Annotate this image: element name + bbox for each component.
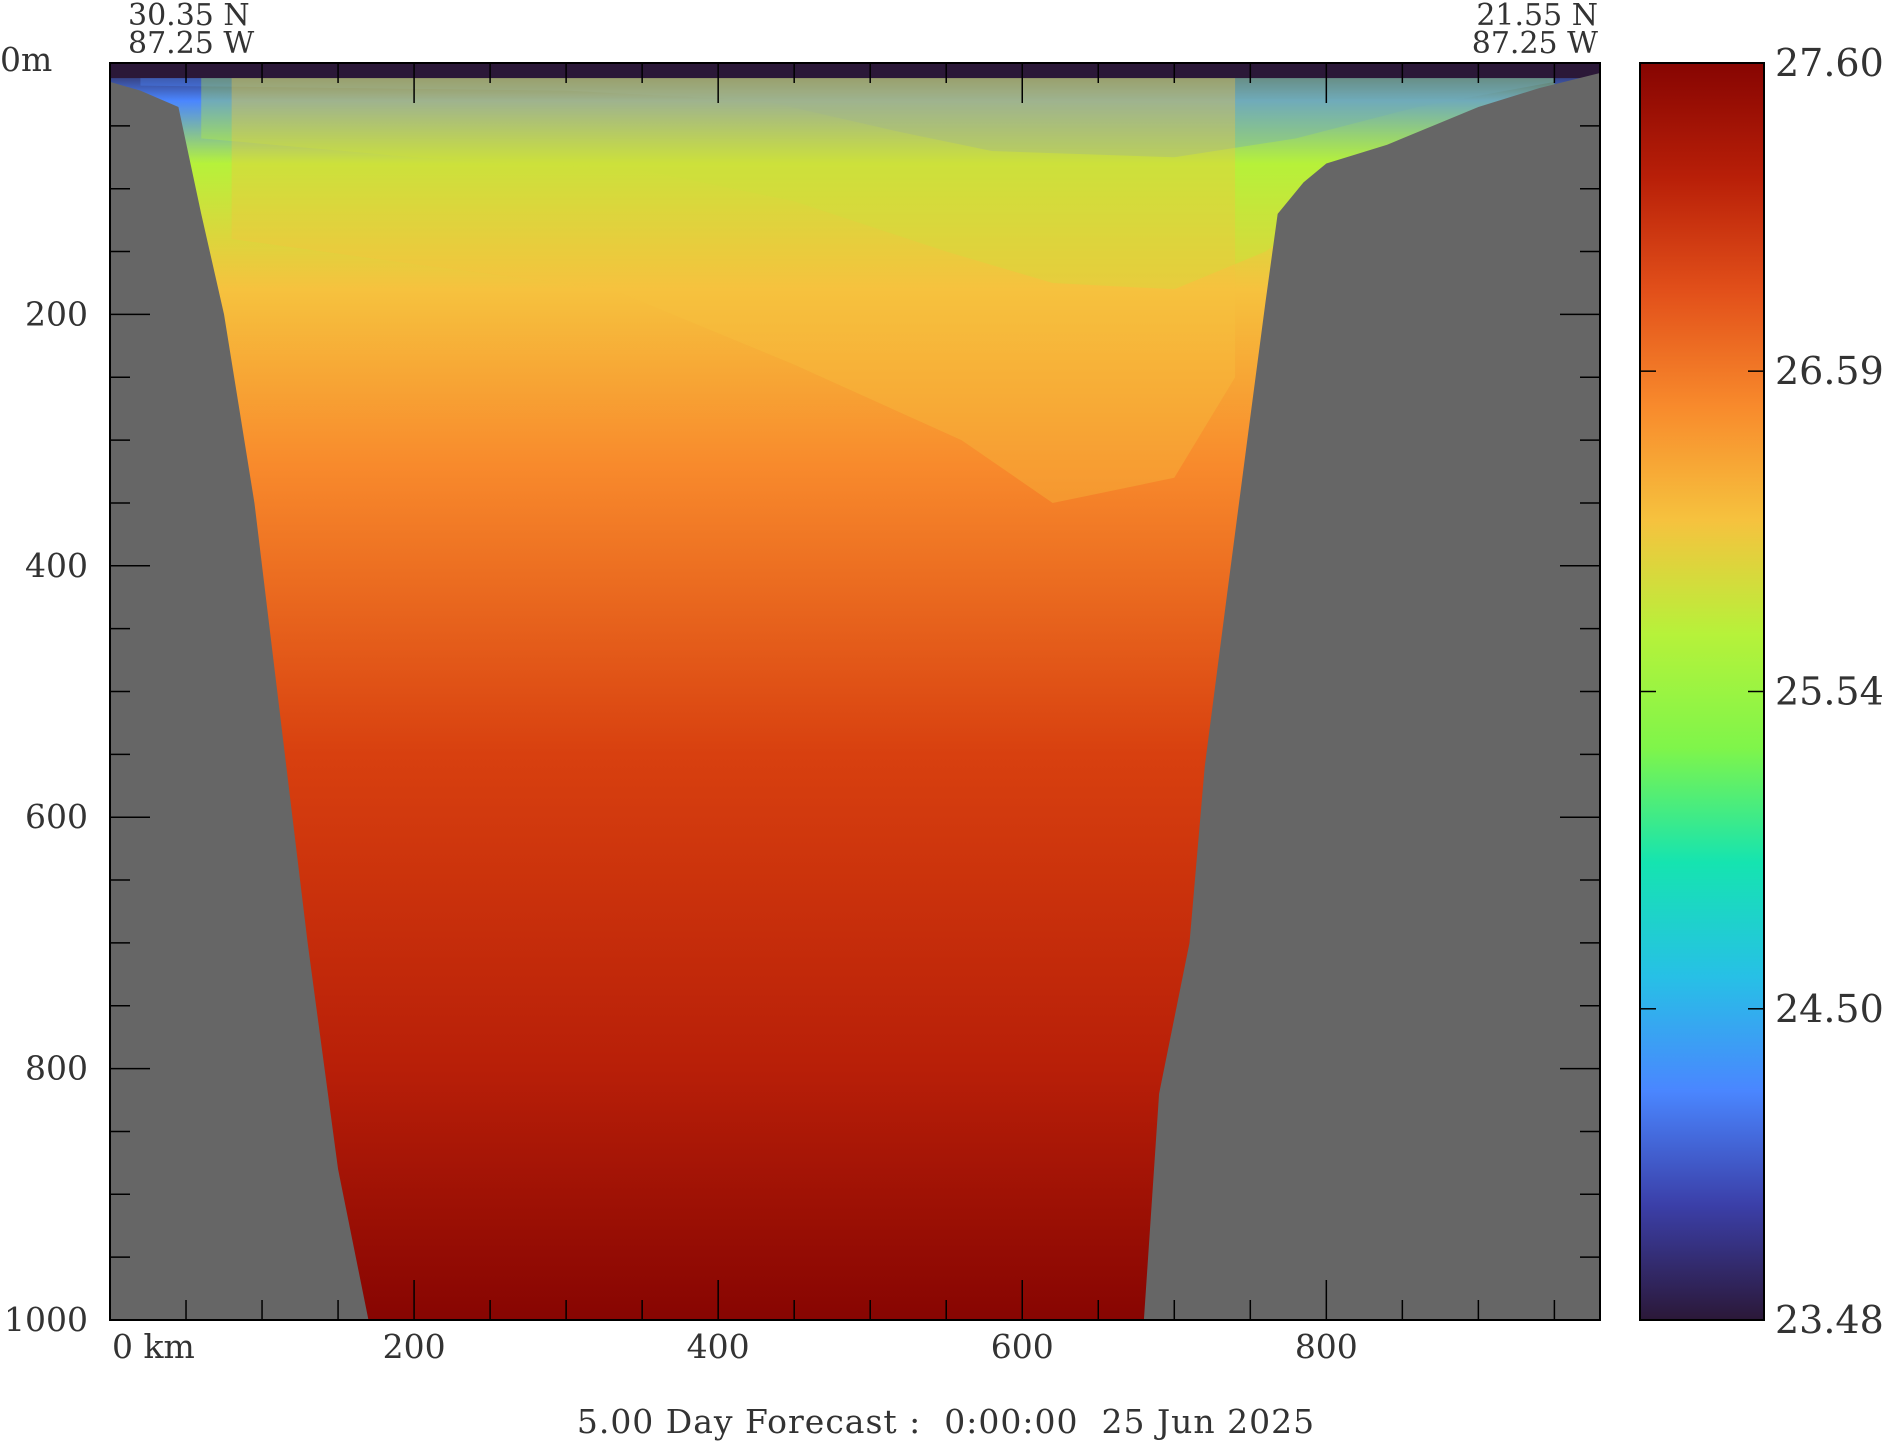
section-plot — [110, 63, 1600, 1320]
end-lat-label: 21.55 N — [1476, 0, 1598, 33]
x-tick-label: 400 — [687, 1327, 750, 1366]
end-lon-label: 87.25 W — [1472, 26, 1598, 61]
isotherm-band — [231, 63, 1236, 503]
x-tick-label: 600 — [991, 1327, 1054, 1366]
x-tick-label: 800 — [1295, 1327, 1358, 1366]
x-tick-label: 0 km — [112, 1327, 195, 1366]
start-lat-label: 30.35 N — [128, 0, 250, 33]
seafloor-bathymetry — [110, 73, 1600, 1320]
x-axis-ticks: 0 km 200 400 600 800 — [109, 63, 1556, 1366]
y-tick-label: 600 — [25, 797, 88, 836]
forecast-footer: 5.00 Day Forecast : 0:00:00 25 Jun 2025 — [577, 1402, 1315, 1441]
isotherm-band — [201, 63, 1555, 290]
colorbar-tick-label: 26.59 — [1775, 349, 1884, 393]
isotherm-band — [140, 63, 1555, 158]
y-tick-label: 400 — [25, 546, 88, 585]
y-axis-ticks: 0m 200 400 600 800 1000 — [0, 40, 1600, 1339]
y-tick-label: 1000 — [4, 1300, 88, 1339]
y-tick-label: 200 — [25, 294, 88, 333]
x-tick-label: 200 — [383, 1327, 446, 1366]
surface-layer — [110, 63, 1600, 79]
y-tick-label: 0m — [0, 40, 52, 79]
colorbar — [1639, 62, 1765, 1321]
colorbar-tick-label: 27.60 — [1775, 41, 1884, 85]
colorbar-tick-label: 25.54 — [1775, 670, 1884, 714]
colorbar-tick-label: 24.50 — [1775, 987, 1884, 1031]
start-lon-label: 87.25 W — [128, 26, 254, 61]
colorbar-tick-label: 23.48 — [1775, 1298, 1884, 1342]
colorbar-ticks: 27.60 26.59 25.54 24.50 23.48 — [1640, 41, 1884, 1342]
y-tick-label: 800 — [25, 1049, 88, 1088]
isotherm-layers — [110, 63, 1600, 503]
